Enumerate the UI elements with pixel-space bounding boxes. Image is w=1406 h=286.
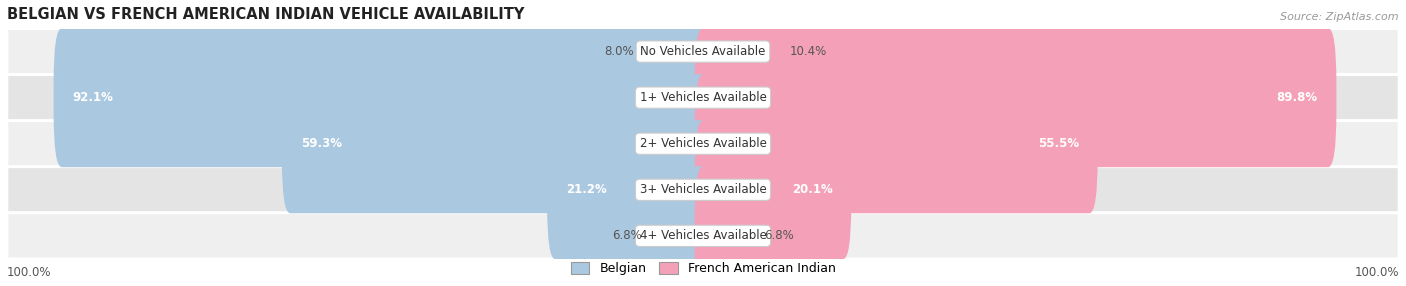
- Text: 55.5%: 55.5%: [1038, 137, 1078, 150]
- FancyBboxPatch shape: [695, 74, 1098, 213]
- Text: 6.8%: 6.8%: [612, 229, 641, 242]
- FancyBboxPatch shape: [547, 120, 711, 259]
- FancyBboxPatch shape: [695, 28, 1337, 167]
- FancyBboxPatch shape: [7, 29, 1399, 75]
- Text: 59.3%: 59.3%: [301, 137, 342, 150]
- Text: 92.1%: 92.1%: [72, 91, 114, 104]
- FancyBboxPatch shape: [638, 0, 711, 121]
- FancyBboxPatch shape: [695, 120, 851, 259]
- Text: 21.2%: 21.2%: [565, 183, 606, 196]
- Text: Source: ZipAtlas.com: Source: ZipAtlas.com: [1281, 12, 1399, 22]
- Text: 89.8%: 89.8%: [1277, 91, 1317, 104]
- Text: No Vehicles Available: No Vehicles Available: [640, 45, 766, 58]
- Text: 4+ Vehicles Available: 4+ Vehicles Available: [640, 229, 766, 242]
- Text: 20.1%: 20.1%: [792, 183, 832, 196]
- Text: 6.8%: 6.8%: [765, 229, 794, 242]
- FancyBboxPatch shape: [7, 75, 1399, 121]
- FancyBboxPatch shape: [53, 28, 711, 167]
- Text: 8.0%: 8.0%: [603, 45, 633, 58]
- Text: 100.0%: 100.0%: [1354, 266, 1399, 279]
- Text: 1+ Vehicles Available: 1+ Vehicles Available: [640, 91, 766, 104]
- FancyBboxPatch shape: [281, 74, 711, 213]
- FancyBboxPatch shape: [695, 166, 759, 286]
- Text: 2+ Vehicles Available: 2+ Vehicles Available: [640, 137, 766, 150]
- Text: 100.0%: 100.0%: [7, 266, 52, 279]
- Text: 10.4%: 10.4%: [789, 45, 827, 58]
- FancyBboxPatch shape: [7, 167, 1399, 213]
- FancyBboxPatch shape: [695, 0, 783, 121]
- FancyBboxPatch shape: [7, 121, 1399, 167]
- Text: BELGIAN VS FRENCH AMERICAN INDIAN VEHICLE AVAILABILITY: BELGIAN VS FRENCH AMERICAN INDIAN VEHICL…: [7, 7, 524, 22]
- FancyBboxPatch shape: [7, 213, 1399, 259]
- Legend: Belgian, French American Indian: Belgian, French American Indian: [565, 257, 841, 280]
- FancyBboxPatch shape: [647, 166, 711, 286]
- Text: 3+ Vehicles Available: 3+ Vehicles Available: [640, 183, 766, 196]
